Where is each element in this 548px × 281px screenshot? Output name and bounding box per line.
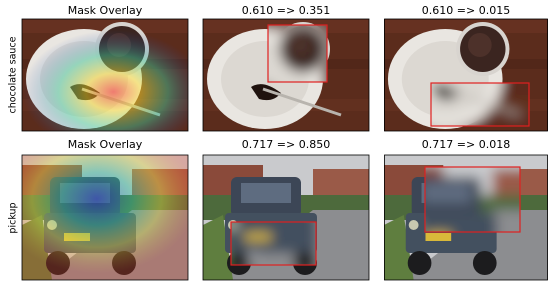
panel-title: 0.610 => 0.015 bbox=[422, 4, 510, 17]
image-panel bbox=[203, 19, 369, 131]
row-label: chocolate sauce bbox=[8, 36, 19, 113]
image-panel bbox=[384, 19, 548, 131]
image-panel bbox=[203, 155, 369, 280]
panel-title: 0.717 => 0.018 bbox=[422, 138, 510, 151]
row-label: pickup bbox=[8, 202, 19, 233]
image-panel bbox=[384, 155, 548, 280]
image-panel bbox=[22, 155, 188, 280]
panel-title: 0.610 => 0.351 bbox=[242, 4, 330, 17]
image-panel bbox=[22, 19, 188, 131]
figure: chocolate sauce pickup Mask Overlay 0.61… bbox=[0, 0, 548, 281]
panel-title: 0.717 => 0.850 bbox=[242, 138, 330, 151]
panel-title: Mask Overlay bbox=[68, 138, 143, 151]
panel-title: Mask Overlay bbox=[68, 4, 143, 17]
